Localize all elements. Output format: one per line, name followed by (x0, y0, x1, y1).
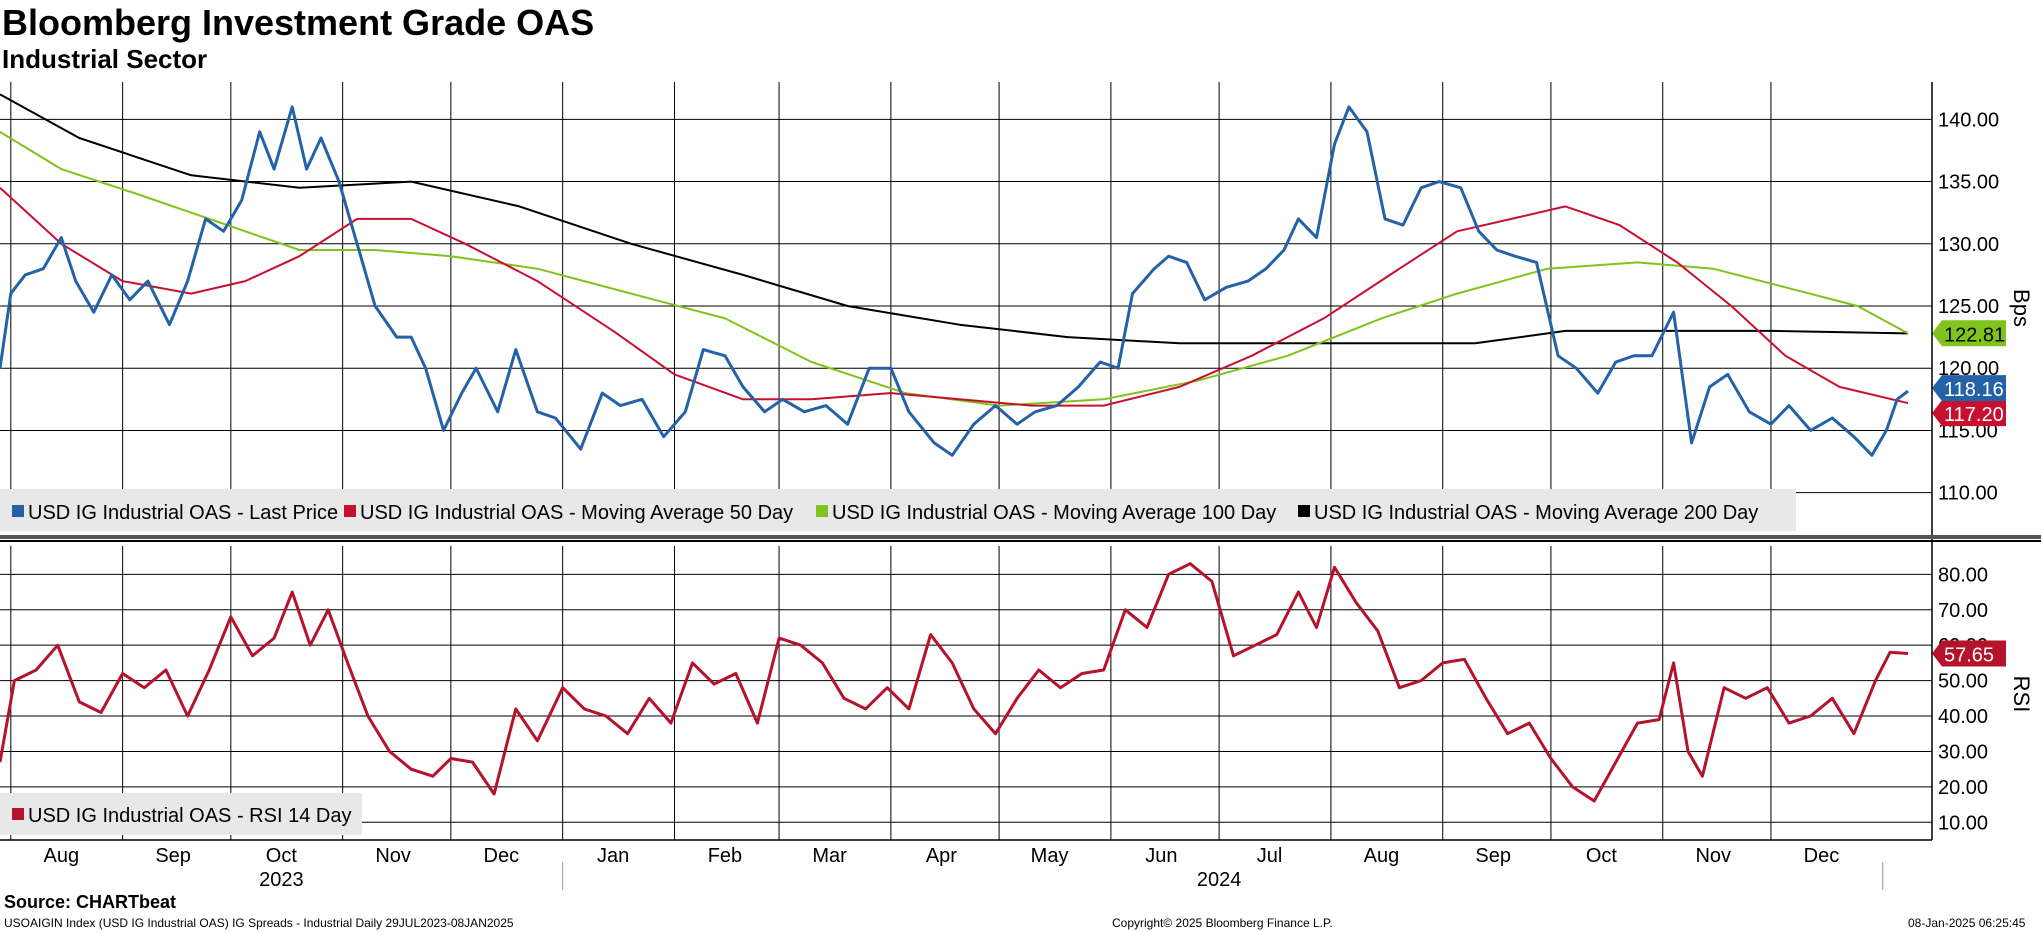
legend-swatch-0 (12, 505, 24, 517)
legend-label-1: USD IG Industrial OAS - Moving Average 5… (360, 502, 793, 524)
upper-legend: USD IG Industrial OAS - Last Price USD IG… (0, 489, 1796, 531)
series-last-price (0, 105, 1909, 457)
upper-y-tick: 110.00 (1938, 483, 1998, 505)
last-label-rsi-box (1932, 640, 2006, 667)
upper-legend-background (0, 489, 1796, 531)
month-label: Feb (708, 845, 742, 867)
series-ma200 (0, 93, 1909, 345)
y-tick-labels: 110.00115.00120.00125.00130.00135.00140.… (1938, 109, 2034, 834)
last-label-rsi: 57.65 (1932, 640, 2006, 667)
last-label-price: 118.16 (1932, 375, 2006, 402)
lower-panel-grid (0, 573, 1932, 823)
last-label-ma100: 122.81 (1932, 320, 2006, 347)
year-label: 2024 (1197, 869, 1242, 891)
legend-label-2: USD IG Industrial OAS - Moving Average 1… (832, 502, 1276, 524)
legend-label-0: USD IG Industrial OAS - Last Price (28, 502, 338, 524)
last-label-price-text: 118.16 (1944, 379, 2004, 401)
lower-y-tick: 40.00 (1938, 706, 1988, 728)
month-label: Sep (155, 845, 191, 867)
legend-label-3: USD IG Industrial OAS - Moving Average 2… (1314, 502, 1758, 524)
footer-timestamp: 08-Jan-2025 06:25:45 (1908, 916, 2026, 930)
chart-title: Bloomberg Investment Grade OAS (2, 2, 595, 43)
last-label-ma100-text: 122.81 (1944, 324, 2005, 346)
lower-legend: USD IG Industrial OAS - RSI 14 Day (0, 793, 362, 835)
month-label: Jan (597, 845, 629, 867)
upper-axis-title: Bps (2009, 289, 2034, 327)
month-label: Dec (484, 845, 520, 867)
lower-y-tick: 10.00 (1938, 812, 1988, 834)
legend-swatch-1 (344, 505, 356, 517)
legend-swatch-rsi (12, 808, 24, 820)
series-ma100 (0, 130, 1909, 407)
footer-index-info: USOAIGIN Index (USD IG Industrial OAS) I… (4, 916, 514, 930)
last-label-rsi-text: 57.65 (1944, 645, 1994, 667)
last-label-ma50-text: 117.20 (1944, 404, 2004, 426)
series-rsi (0, 562, 1909, 803)
lower-y-tick: 80.00 (1938, 564, 1988, 586)
lower-legend-background (0, 793, 362, 835)
month-label: Sep (1475, 845, 1511, 867)
lower-axis-title: RSI (2009, 676, 2034, 713)
last-label-ma50-box (1932, 400, 2006, 427)
legend-swatch-3 (1298, 505, 1310, 517)
month-label: Oct (1586, 845, 1618, 867)
month-label: Aug (44, 845, 80, 867)
year-label: 2023 (259, 869, 304, 891)
month-label: Dec (1804, 845, 1840, 867)
month-label: Jul (1257, 845, 1283, 867)
legend-label-rsi: USD IG Industrial OAS - RSI 14 Day (28, 805, 351, 827)
month-label: Nov (375, 845, 411, 867)
footer-copyright: Copyright© 2025 Bloomberg Finance L.P. (1112, 916, 1333, 930)
x-gridlines (10, 82, 1772, 840)
lower-panel-series (0, 562, 1909, 803)
month-label: Jun (1145, 845, 1177, 867)
upper-y-tick: 130.00 (1938, 234, 1999, 256)
source-note: Source: CHARTbeat (4, 892, 177, 912)
chart-subtitle: Industrial Sector (2, 44, 208, 74)
month-label: Oct (266, 845, 298, 867)
upper-y-tick: 135.00 (1938, 172, 1999, 194)
last-label-ma50: 117.20 (1932, 400, 2006, 427)
lower-y-tick: 20.00 (1938, 777, 1988, 799)
series-ma50 (0, 187, 1909, 407)
upper-y-tick: 140.00 (1938, 109, 1999, 131)
last-label-ma100-box (1932, 320, 2006, 347)
upper-y-tick: 120.00 (1938, 358, 1999, 380)
upper-y-tick: 125.00 (1938, 296, 1999, 318)
lower-y-tick: 50.00 (1938, 671, 1988, 693)
legend-swatch-2 (816, 505, 828, 517)
lower-y-tick: 30.00 (1938, 741, 1988, 763)
upper-panel-series (0, 93, 1909, 457)
last-label-price-box (1932, 375, 2006, 402)
month-label: May (1031, 845, 1069, 867)
lower-y-tick: 70.00 (1938, 600, 1988, 622)
month-label: Mar (812, 845, 847, 867)
panel-frames (0, 82, 2041, 841)
x-axis: Aug Sep Oct Nov Dec Jan Feb Mar Apr May Jun Jul Aug S… (44, 845, 1884, 891)
month-label: Nov (1695, 845, 1731, 867)
last-value-labels: 117.20 122.81 118.16 57.65 (1932, 320, 2006, 667)
month-label: Apr (926, 845, 957, 867)
month-label: Aug (1364, 845, 1400, 867)
